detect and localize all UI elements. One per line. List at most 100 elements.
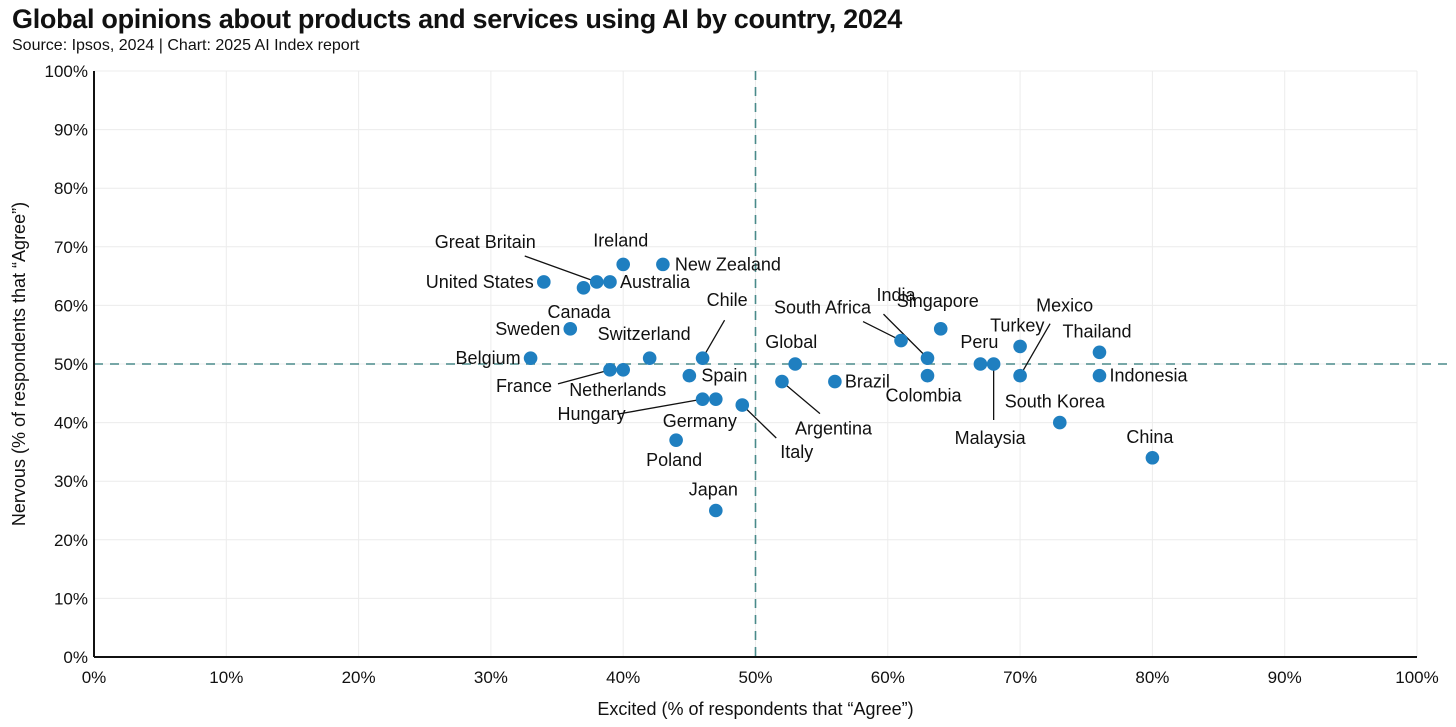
- x-tick-label: 100%: [1395, 668, 1438, 687]
- reference-lines: [94, 71, 1447, 657]
- data-points: [523, 257, 1160, 518]
- leader-hungary: [617, 398, 703, 415]
- point-switzerland: [642, 351, 657, 365]
- point-indonesia: [1092, 368, 1107, 383]
- point-singapore: [933, 322, 948, 336]
- leader-argentina: [781, 381, 821, 415]
- label-argentina: Argentina: [795, 419, 873, 439]
- label-poland: Poland: [646, 450, 702, 470]
- y-tick-label: 80%: [54, 179, 88, 198]
- label-hungary: Hungary: [558, 404, 626, 424]
- y-tick-label: 70%: [54, 238, 88, 257]
- point-netherlands: [616, 363, 630, 377]
- leader-south-africa: [862, 320, 902, 342]
- point-turkey: [1013, 339, 1027, 354]
- label-australia: Australia: [620, 272, 691, 292]
- x-tick-label: 60%: [871, 668, 905, 687]
- leader-great-britain: [524, 255, 597, 283]
- point-hungary: [695, 392, 710, 406]
- point-south-korea: [1052, 415, 1067, 430]
- point-spain: [682, 368, 697, 383]
- x-tick-label: 10%: [209, 668, 243, 687]
- point-brazil: [828, 374, 842, 389]
- point-india: [920, 351, 935, 365]
- point-germany: [709, 392, 723, 406]
- label-japan: Japan: [689, 480, 738, 500]
- chart-title: Global opinions about products and servi…: [12, 4, 902, 34]
- label-new-zealand: New Zealand: [675, 254, 781, 274]
- label-ireland: Ireland: [593, 230, 648, 250]
- x-tick-label: 30%: [474, 668, 508, 687]
- label-germany: Germany: [663, 411, 737, 431]
- label-leader-lines: [524, 255, 1051, 439]
- leader-mexico: [1019, 323, 1051, 377]
- label-united-states: United States: [426, 272, 534, 292]
- point-peru: [973, 357, 988, 371]
- y-tick-label: 90%: [54, 121, 88, 140]
- point-australia: [603, 275, 617, 289]
- label-brazil: Brazil: [845, 372, 890, 392]
- point-poland: [669, 433, 683, 447]
- label-china: China: [1126, 427, 1174, 447]
- y-tick-label: 100%: [45, 62, 88, 81]
- label-switzerland: Switzerland: [598, 324, 691, 344]
- point-new-zealand: [656, 257, 670, 272]
- x-tick-label: 50%: [738, 668, 772, 687]
- point-global: [788, 357, 802, 371]
- leader-chile: [702, 319, 726, 359]
- point-china: [1145, 450, 1160, 465]
- point-mexico: [1013, 368, 1027, 383]
- y-tick-label: 30%: [54, 472, 88, 491]
- label-canada: Canada: [548, 302, 612, 322]
- label-belgium: Belgium: [456, 348, 521, 368]
- point-ireland: [616, 257, 630, 272]
- leader-italy: [741, 404, 777, 439]
- point-argentina: [775, 374, 789, 389]
- y-tick-label: 0%: [63, 648, 88, 667]
- label-chile: Chile: [707, 290, 748, 310]
- y-tick-labels: 0% 10% 20% 30% 40% 50% 60% 70% 80% 90% 100%: [45, 62, 88, 667]
- axes: [93, 71, 1417, 658]
- x-tick-label: 20%: [342, 668, 376, 687]
- label-great-britain: Great Britain: [435, 232, 536, 252]
- point-thailand: [1092, 345, 1107, 360]
- y-tick-label: 40%: [54, 414, 88, 433]
- x-tick-label: 80%: [1135, 668, 1169, 687]
- point-united-states: [537, 275, 551, 289]
- chart-subtitle: Source: Ipsos, 2024 | Chart: 2025 AI Ind…: [12, 37, 360, 54]
- label-italy: Italy: [780, 442, 813, 462]
- point-labels: United States Canada Great Britain Australi…: [426, 230, 1189, 499]
- y-tick-label: 20%: [54, 531, 88, 550]
- label-thailand: Thailand: [1062, 321, 1131, 341]
- label-india: India: [876, 285, 916, 305]
- point-chile: [695, 351, 710, 365]
- label-indonesia: Indonesia: [1109, 366, 1188, 386]
- label-spain: Spain: [701, 366, 747, 386]
- x-tick-label: 40%: [606, 668, 640, 687]
- point-malaysia: [986, 357, 1001, 371]
- point-colombia: [920, 368, 935, 383]
- point-canada: [576, 281, 591, 295]
- label-malaysia: Malaysia: [955, 428, 1027, 448]
- x-tick-label: 90%: [1268, 668, 1302, 687]
- label-south-korea: South Korea: [1005, 392, 1106, 412]
- label-france: France: [496, 376, 552, 396]
- x-axis-title: Excited (% of respondents that “Agree”): [597, 699, 913, 719]
- y-tick-label: 50%: [54, 355, 88, 374]
- point-great-britain: [589, 275, 604, 289]
- label-global: Global: [765, 332, 817, 352]
- point-south-africa: [894, 333, 908, 348]
- x-tick-label: 0%: [82, 668, 107, 687]
- leader-france: [557, 369, 611, 385]
- point-france: [603, 363, 617, 377]
- point-italy: [735, 398, 750, 412]
- y-tick-label: 60%: [54, 296, 88, 315]
- x-tick-labels: 0% 10% 20% 30% 40% 50% 60% 70% 80% 90% 100%: [82, 668, 1439, 687]
- label-colombia: Colombia: [885, 386, 962, 406]
- label-peru: Peru: [960, 332, 998, 352]
- label-singapore: Singapore: [897, 291, 979, 311]
- y-axis-title: Nervous (% of respondents that “Agree”): [9, 202, 29, 526]
- label-mexico: Mexico: [1036, 296, 1093, 316]
- point-sweden: [563, 322, 578, 336]
